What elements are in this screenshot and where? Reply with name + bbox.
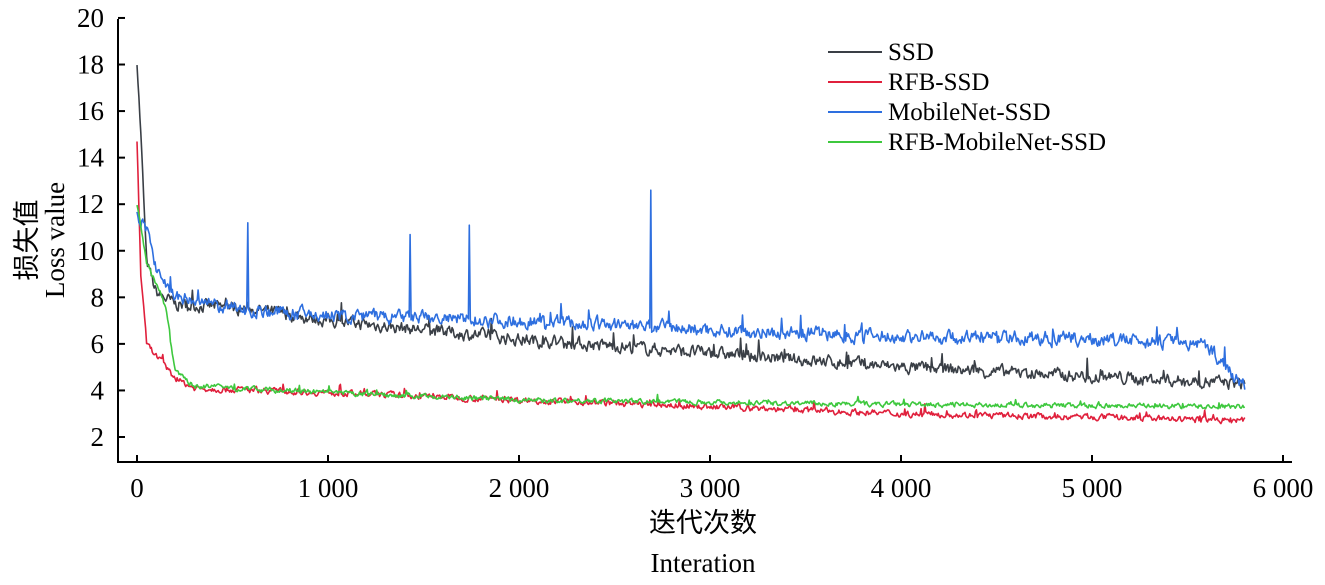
- y-tick-label: 20: [77, 3, 104, 33]
- y-tick-label: 14: [77, 143, 105, 173]
- series-line-rfb-mobilenet-ssd: [136, 204, 1246, 410]
- y-tick-label: 8: [91, 282, 105, 312]
- series-line-mobilenet-ssd: [136, 189, 1246, 390]
- x-axis-label-zh: 迭代次数: [649, 508, 757, 538]
- legend: SSD RFB-SSD MobileNet-SSD RFB-MobileNet-SSD: [828, 39, 1106, 156]
- y-tick-label: 4: [91, 375, 105, 405]
- y-axis-label-zh: 损失值: [12, 200, 42, 281]
- y-tick-label: 12: [77, 189, 104, 219]
- y-tick-label: 6: [91, 329, 105, 359]
- y-axis-label: Loss value: [40, 182, 70, 298]
- y-tick-label: 16: [77, 96, 104, 126]
- x-axis-label: Interation: [651, 548, 756, 578]
- legend-label: SSD: [888, 39, 934, 66]
- x-tick-label: 5 000: [1062, 473, 1123, 503]
- legend-label: MobileNet-SSD: [888, 99, 1051, 126]
- plot-area: [136, 65, 1246, 425]
- y-tick-label: 10: [77, 236, 104, 266]
- ticks: 0 1 000 2 000 3 000 4 000 5 000 6 000 2 4 6 8 10 12 1…: [77, 3, 1313, 503]
- x-tick-label: 2 000: [489, 473, 550, 503]
- x-tick-label: 4 000: [871, 473, 932, 503]
- series-line-rfb-ssd: [136, 141, 1246, 425]
- legend-label: RFB-SSD: [888, 69, 989, 96]
- x-tick-label: 1 000: [298, 473, 359, 503]
- series-line-ssd: [136, 65, 1246, 391]
- legend-label: RFB-MobileNet-SSD: [888, 129, 1106, 156]
- y-tick-label: 2: [91, 422, 105, 452]
- x-tick-label: 0: [130, 473, 144, 503]
- y-tick-label: 18: [77, 50, 104, 80]
- x-tick-label: 3 000: [680, 473, 741, 503]
- x-tick-label: 6 000: [1253, 473, 1314, 503]
